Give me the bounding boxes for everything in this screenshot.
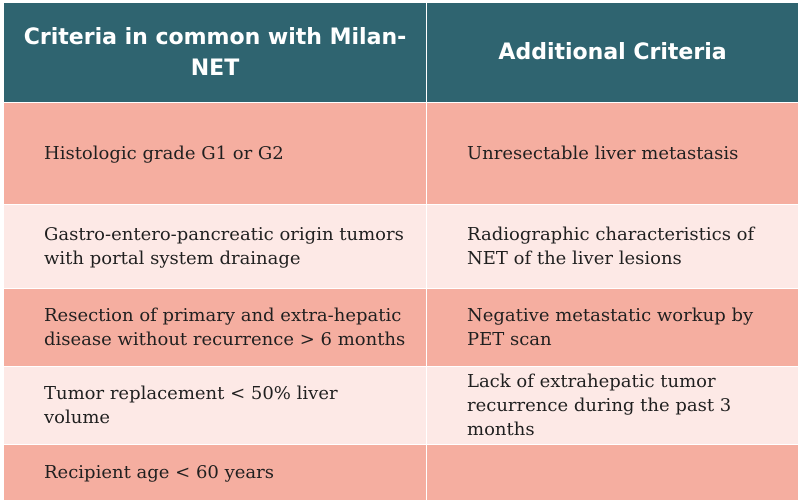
header-common-criteria: Criteria in common with Milan-NET [3,2,427,103]
table-row: Histologic grade G1 or G2 Unresectable l… [3,102,799,205]
header-additional-criteria: Additional Criteria [426,2,799,103]
table-cell: Histologic grade G1 or G2 [3,102,427,205]
table-cell: Recipient age < 60 years [3,444,427,501]
criteria-table: Criteria in common with Milan-NET Additi… [3,2,799,501]
table-cell: Lack of extrahepatic tumor recurrence du… [426,366,799,445]
table-cell: Resection of primary and extra-hepatic d… [3,288,427,367]
table-row: Resection of primary and extra-hepatic d… [3,288,799,367]
table-cell [426,444,799,501]
table-cell: Unresectable liver metastasis [426,102,799,205]
table-cell: Negative metastatic workup by PET scan [426,288,799,367]
table-cell: Tumor replacement < 50% liver volume [3,366,427,445]
table-cell: Gastro-entero-pancreatic origin tumors w… [3,204,427,289]
header-row: Criteria in common with Milan-NET Additi… [3,2,799,103]
table-row: Tumor replacement < 50% liver volume Lac… [3,366,799,445]
table-row: Gastro-entero-pancreatic origin tumors w… [3,204,799,289]
table-row: Recipient age < 60 years [3,444,799,501]
table-cell: Radiographic characteristics of NET of t… [426,204,799,289]
